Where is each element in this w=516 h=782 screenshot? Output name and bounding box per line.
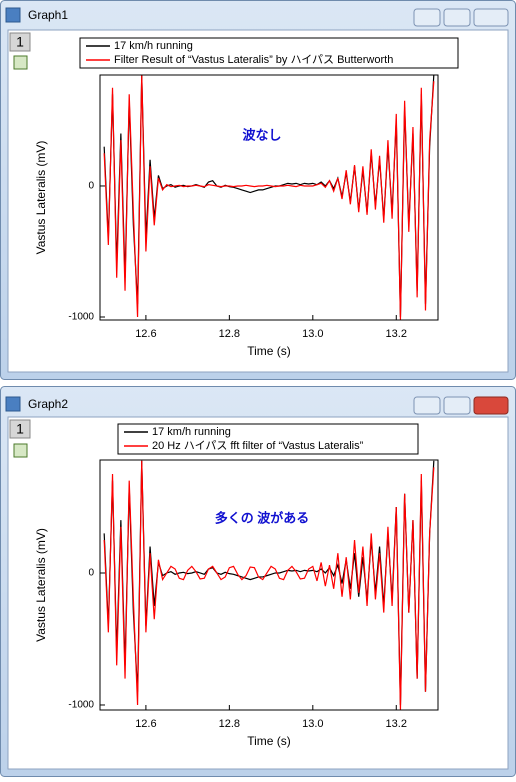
layer-number: 1 [16,421,24,437]
x-tick-label: 12.6 [135,328,156,340]
layer-button[interactable] [9,32,31,52]
minimize-button[interactable] [413,396,441,415]
close-button[interactable] [473,8,509,27]
maximize-button[interactable] [443,8,471,27]
plot-frame [99,74,439,321]
window-title: Graph1 [28,8,68,22]
window-title: Graph2 [28,397,68,411]
x-tick-label: 13.0 [302,718,323,730]
y-tick-label: 0 [88,181,94,192]
data-line [103,460,435,710]
x-tick-label: 13.2 [386,328,407,340]
data-line [103,75,435,320]
window-icon [5,7,21,23]
plot-frame [99,459,439,711]
annotation: 波なし [242,127,281,142]
lock-icon[interactable] [13,55,28,70]
y-tick-label: -1000 [68,700,94,711]
legend-label: 17 km/h running [114,40,193,52]
y-tick-label: -1000 [68,312,94,323]
legend-box [117,423,419,455]
close-button[interactable] [473,396,509,415]
minimize-button[interactable] [413,8,441,27]
legend-box [79,37,459,69]
x-tick-label: 13.2 [386,718,407,730]
lock-icon[interactable] [13,443,28,458]
layer-button[interactable] [9,419,31,439]
maximize-button[interactable] [443,396,471,415]
graph-page [7,29,509,373]
x-tick-label: 13.0 [302,328,323,340]
x-axis-title: Time (s) [247,734,291,748]
legend-label: 17 km/h running [152,426,231,438]
x-tick-label: 12.8 [219,718,240,730]
layer-number: 1 [16,34,24,50]
x-tick-label: 12.6 [135,718,156,730]
legend-label: Filter Result of “Vastus Lateralis” by ハ… [114,53,393,66]
y-axis-title: Vastus Lateralis (mV) [34,141,48,255]
y-tick-label: 0 [88,568,94,579]
y-axis-title: Vastus Lateralis (mV) [34,528,48,642]
x-tick-label: 12.8 [219,328,240,340]
legend-label: 20 Hz ハイパス fft filter of “Vastus Lateral… [152,439,364,452]
x-axis-title: Time (s) [247,344,291,358]
window-icon [5,396,21,412]
annotation: 多くの 波がある [215,510,310,525]
